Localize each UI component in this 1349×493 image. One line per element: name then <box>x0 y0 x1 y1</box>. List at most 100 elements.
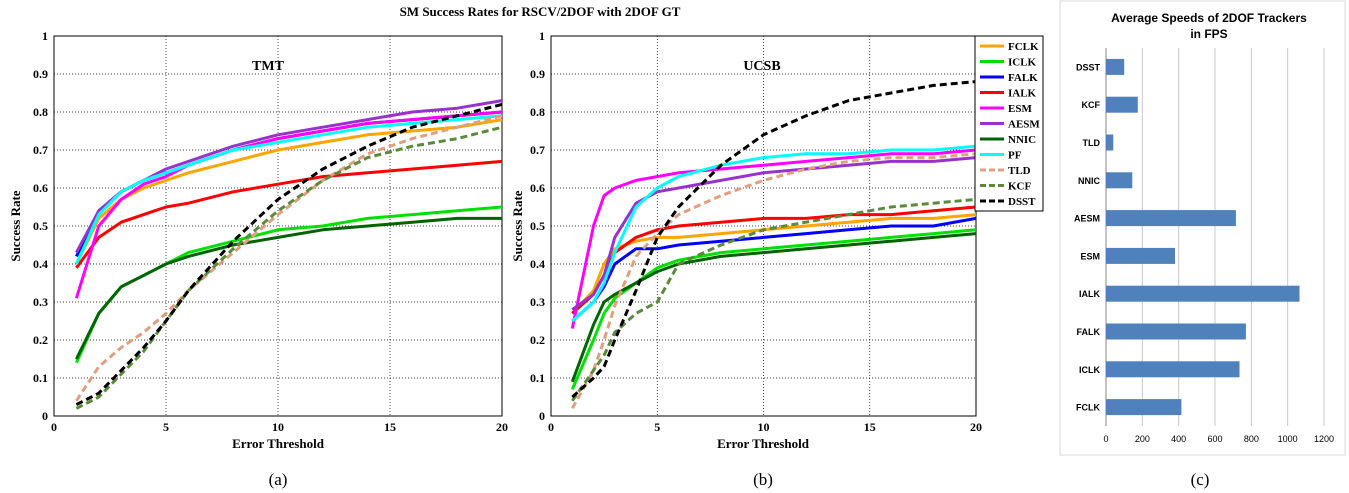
y-tick-label: 0.8 <box>33 105 48 119</box>
x-tick-labels: 0 5 10 15 20 <box>548 420 982 434</box>
x-tick-label: 20 <box>496 420 508 434</box>
x-tick-label: 0 <box>1103 434 1108 444</box>
y-tick-label: 0 <box>42 409 48 423</box>
series-line-pf <box>75 114 503 265</box>
series-line-nnic <box>75 216 502 360</box>
legend-label-nnic: NNIC <box>1008 134 1036 146</box>
bar-iclk <box>1106 361 1240 378</box>
category-label-falk: FALK <box>1077 327 1101 337</box>
x-tick-label: 800 <box>1244 434 1259 444</box>
y-tick-label: 0.2 <box>33 333 48 347</box>
bar-kcf <box>1106 96 1138 113</box>
grid <box>54 36 502 416</box>
series-line-kcf <box>571 197 977 402</box>
y-tick-label: 0.8 <box>530 105 545 119</box>
legend: FCLK ICLK FALK IALK ESM AESM NNIC PF TLD KCF DSST <box>974 35 1044 212</box>
bar-falk <box>1106 323 1246 340</box>
legend-label-aesm: AESM <box>1008 119 1040 131</box>
x-tick-label: 1000 <box>1278 434 1298 444</box>
series-lines <box>570 80 977 410</box>
legend-label-ialk: IALK <box>1008 88 1037 100</box>
x-tick-label: 10 <box>272 420 284 434</box>
panel-b-ucsb-chart: 0 5 10 15 20 0 0.1 0.2 0.3 0.4 0.5 0.6 0.7 0.8 0.9 1 U… <box>510 29 982 489</box>
legend-label-dsst: DSST <box>1008 196 1036 208</box>
chart-title-line1: Average Speeds of 2DOF Trackers <box>1111 11 1307 25</box>
y-tick-label: 0.4 <box>530 257 545 271</box>
x-tick-label: 5 <box>654 420 660 434</box>
y-tick-label: 0.7 <box>33 143 48 157</box>
category-label-aesm: AESM <box>1074 214 1100 224</box>
x-tick-label: 200 <box>1135 434 1150 444</box>
legend-label-falk: FALK <box>1008 72 1038 84</box>
legend-label-esm: ESM <box>1008 103 1032 115</box>
category-label-ialk: IALK <box>1079 289 1100 299</box>
category-label-esm: ESM <box>1080 251 1100 261</box>
series-line-iclk <box>570 228 977 390</box>
bar-esm <box>1106 247 1175 264</box>
category-labels: DSST KCF TLD NNIC AESM ESM IALK FALK ICLK FCLK <box>1074 62 1101 412</box>
bar-tld <box>1106 134 1114 151</box>
y-tick-label: 0.3 <box>530 295 545 309</box>
y-tick-label: 0.9 <box>33 67 48 81</box>
series-line-tld <box>570 152 977 410</box>
x-axis-label: Error Threshold <box>717 436 810 451</box>
panel-label: (b) <box>753 470 773 489</box>
category-label-fclk: FCLK <box>1076 403 1100 413</box>
x-tick-label: 10 <box>758 420 770 434</box>
category-label-dsst: DSST <box>1076 62 1101 72</box>
x-tick-label: 600 <box>1207 434 1222 444</box>
y-tick-label: 0.5 <box>530 219 545 233</box>
panel-a-tmt-chart: 0 5 10 15 20 0 0.1 0.2 0.3 0.4 0.5 0.6 0.7 0.8 0.9 1 T… <box>8 29 508 489</box>
x-axis-label: Error Threshold <box>232 436 325 451</box>
legend-label-kcf: KCF <box>1008 181 1032 193</box>
y-tick-label: 0.1 <box>530 371 545 385</box>
x-tick-label: 0 <box>51 420 57 434</box>
y-tick-label: 0.1 <box>33 371 48 385</box>
y-tick-label: 0.7 <box>530 143 545 157</box>
chart-title-line2: in FPS <box>1190 27 1227 41</box>
x-tick-label: 0 <box>548 420 554 434</box>
y-tick-label: 0.3 <box>33 295 48 309</box>
x-tick-label: 400 <box>1171 434 1186 444</box>
series-lines <box>74 99 503 410</box>
bar-nnic <box>1106 172 1133 189</box>
y-axis-label: Success Rate <box>8 190 23 261</box>
series-line-kcf <box>75 125 503 410</box>
series-line-ialk <box>75 159 503 269</box>
series-line-falk <box>571 216 977 323</box>
legend-label-pf: PF <box>1008 150 1022 162</box>
series-line-tld <box>75 114 503 402</box>
bar-fclk <box>1106 399 1182 416</box>
y-tick-label: 0.2 <box>530 333 545 347</box>
y-tick-labels: 0 0.1 0.2 0.3 0.4 0.5 0.6 0.7 0.8 0.9 1 <box>530 29 545 423</box>
category-label-tld: TLD <box>1083 138 1101 148</box>
series-line-aesm <box>571 156 977 311</box>
bars <box>1106 58 1300 416</box>
x-tick-label: 15 <box>384 420 396 434</box>
y-tick-label: 1 <box>42 29 48 43</box>
y-tick-labels: 0 0.1 0.2 0.3 0.4 0.5 0.6 0.7 0.8 0.9 1 <box>33 29 48 423</box>
legend-label-tld: TLD <box>1008 165 1031 177</box>
y-tick-label: 0.9 <box>530 67 545 81</box>
bar-aesm <box>1106 210 1236 227</box>
category-label-kcf: KCF <box>1082 100 1101 110</box>
y-tick-label: 0.6 <box>530 181 545 195</box>
y-axis-label: Success Rate <box>510 190 525 261</box>
series-line-dsst <box>571 80 977 399</box>
chart-frame <box>1059 0 1346 456</box>
y-tick-label: 0.5 <box>33 219 48 233</box>
legend-label-iclk: ICLK <box>1008 57 1037 69</box>
series-line-dsst <box>75 102 503 406</box>
y-tick-label: 1 <box>539 29 545 43</box>
panel-label: (a) <box>269 470 288 489</box>
x-tick-labels: 0 200 400 600 800 1000 1200 <box>1103 434 1334 444</box>
bar-ialk <box>1106 285 1300 302</box>
category-label-nnic: NNIC <box>1078 176 1100 186</box>
y-tick-label: 0.4 <box>33 257 48 271</box>
category-label-iclk: ICLK <box>1079 365 1100 375</box>
y-tick-label: 0.6 <box>33 181 48 195</box>
panel-title: UCSB <box>743 59 780 74</box>
figure-title: SM Success Rates for RSCV/2DOF with 2DOF… <box>400 4 681 19</box>
x-tick-label: 15 <box>864 420 876 434</box>
